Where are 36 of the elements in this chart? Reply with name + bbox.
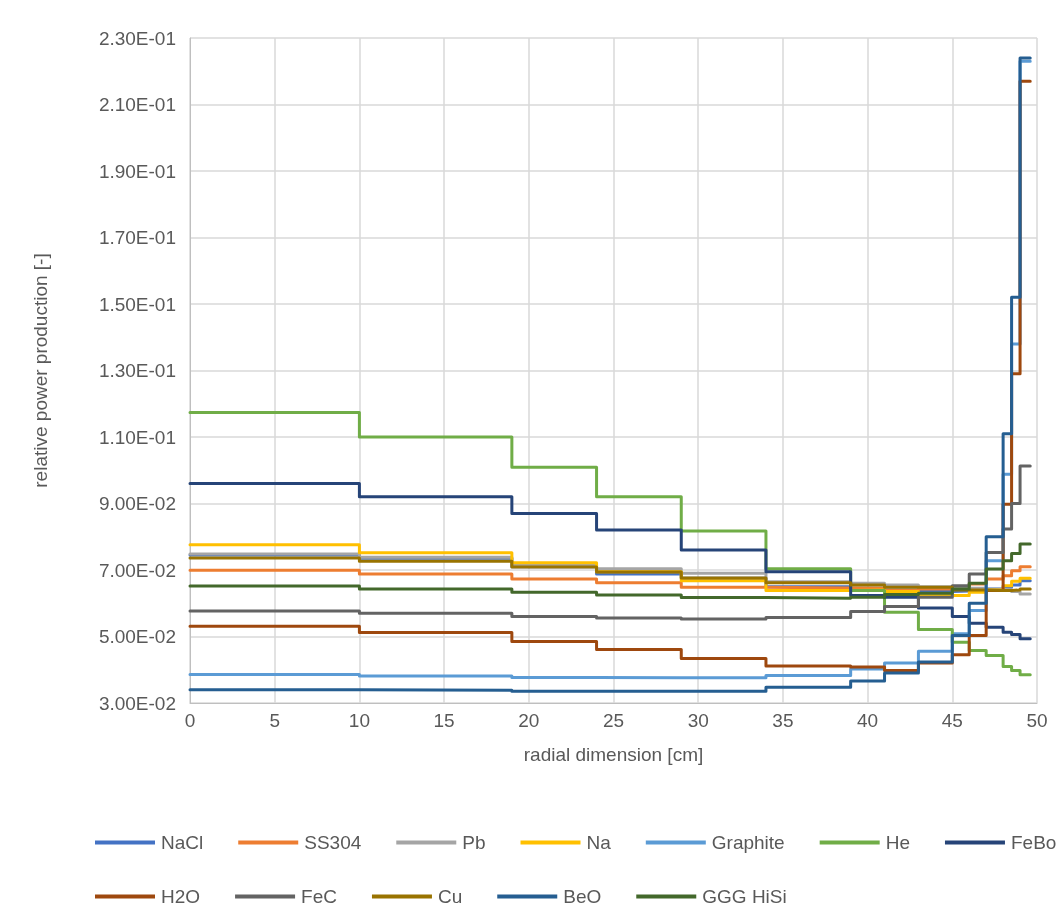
x-tick-label: 35 — [772, 710, 794, 731]
y-tick-label: 9.00E-02 — [98, 493, 176, 514]
x-tick-label: 0 — [184, 710, 196, 731]
x-tick-label: 10 — [348, 710, 370, 731]
legend-label: Na — [586, 832, 612, 853]
y-tick-label: 1.30E-01 — [98, 360, 176, 381]
x-tick-label: 30 — [687, 710, 709, 731]
y-tick-label: 1.90E-01 — [98, 160, 176, 182]
y-tick-label: 5.00E-02 — [98, 626, 176, 647]
legend-label: Pb — [462, 832, 486, 853]
x-tick-label: 25 — [602, 710, 625, 731]
legend-label: He — [885, 832, 910, 853]
legend-label: H2O — [161, 886, 201, 907]
x-tick-label: 15 — [433, 710, 455, 731]
x-tick-label: 20 — [518, 710, 540, 731]
y-tick-label: 1.50E-01 — [98, 293, 176, 315]
x-tick-label: 5 — [269, 710, 280, 731]
y-tick-label: 7.00E-02 — [98, 559, 176, 581]
y-tick-label: 1.10E-01 — [98, 426, 176, 448]
legend-label: FeBo — [1010, 832, 1057, 853]
y-axis-title: relative power production [-] — [30, 253, 51, 488]
x-tick-label: 45 — [941, 710, 963, 731]
y-tick-label: 3.00E-02 — [98, 692, 176, 714]
x-axis-title: radial dimension [cm] — [523, 744, 704, 765]
y-tick-label: 2.10E-01 — [98, 94, 176, 115]
x-tick-label: 40 — [857, 710, 879, 731]
legend-label: Graphite — [711, 832, 785, 853]
legend-label: GGG HiSi — [702, 886, 787, 907]
legend-label: Cu — [437, 886, 463, 907]
legend-label: FeC — [301, 886, 337, 907]
y-tick-label: 1.70E-01 — [98, 227, 176, 248]
legend-label: SS304 — [304, 832, 362, 853]
legend-label: BeO — [563, 886, 602, 907]
y-tick-label: 2.30E-01 — [98, 27, 176, 49]
legend-label: NaCl — [161, 832, 204, 853]
x-tick-label: 50 — [1026, 710, 1048, 731]
